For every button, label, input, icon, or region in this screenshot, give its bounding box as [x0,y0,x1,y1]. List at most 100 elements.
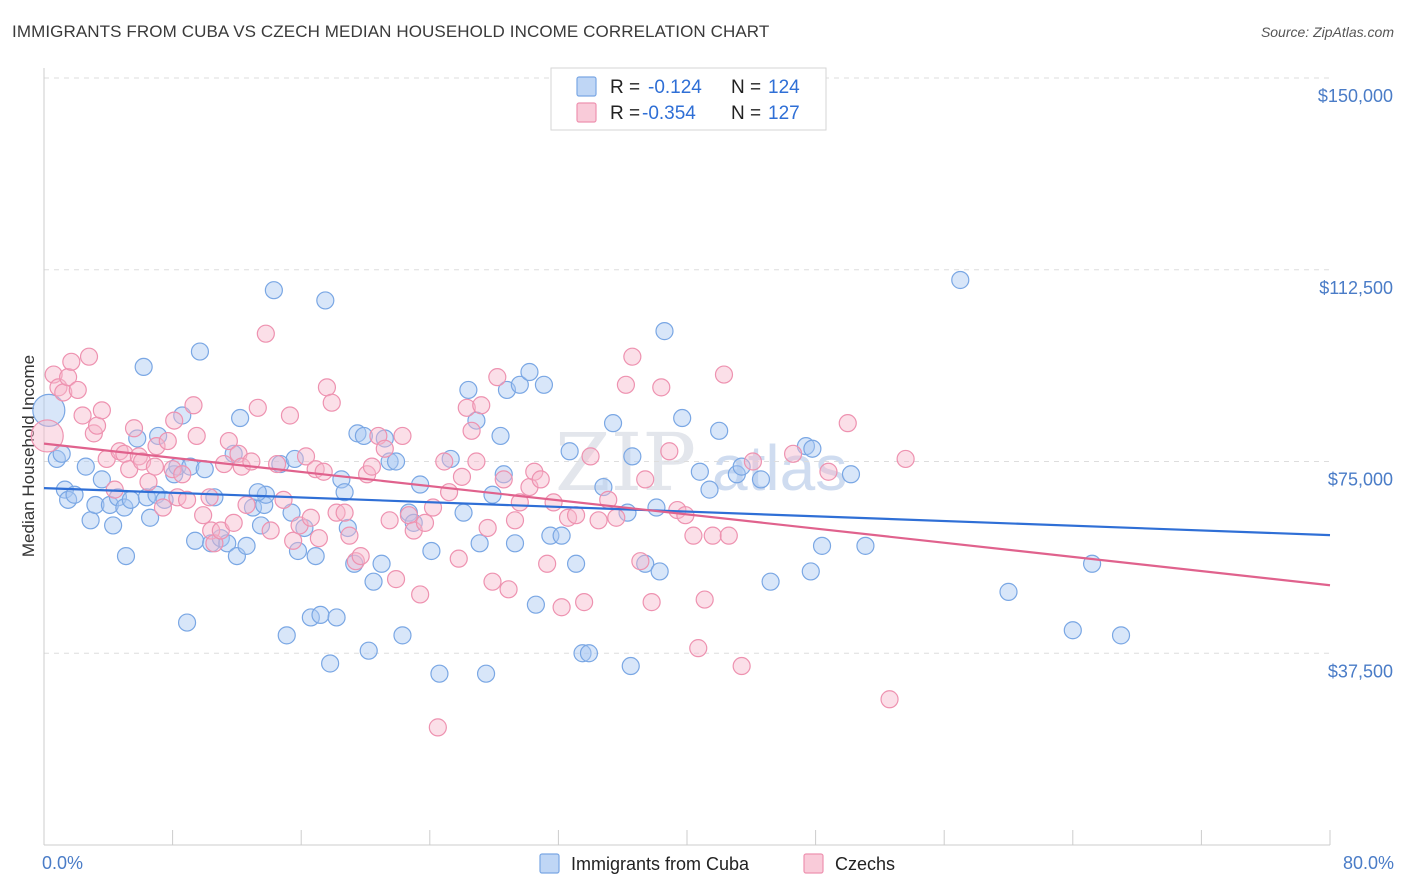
bottom-legend-swatch-cuba [539,853,560,874]
czech-point [386,570,406,589]
czech-point [165,411,184,430]
czech-point [177,490,197,509]
czech-point [411,585,430,604]
czech-point [380,511,399,530]
cuba-point [186,531,205,550]
cuba-point [710,421,729,440]
cuba-point [732,457,751,476]
cuba-point [205,488,224,507]
czech-point [457,398,476,417]
czech-point [92,401,111,420]
czech-trend-line [43,442,1331,587]
cuba-point [812,536,832,555]
cuba-point [526,595,545,614]
cuba-point [190,342,210,361]
czech-point [173,465,192,484]
cuba-point [116,546,136,566]
cuba-point [335,483,354,502]
cuba-point [81,511,100,530]
legend-r-label-czechs: R = [610,103,640,124]
chart-title: IMMIGRANTS FROM CUBA VS CZECH MEDIAN HOU… [12,22,770,41]
czech-point [314,462,333,481]
cuba-point [573,644,592,663]
czech-point [428,718,447,737]
legend-box [550,67,827,131]
czech-point [163,460,182,479]
czech-point [499,580,518,599]
czech-point [623,347,642,366]
czech-point [838,414,857,433]
cuba-point [510,375,529,394]
correlation-legend: R = -0.124 N = 124 R = -0.354 N = 127 [550,67,827,131]
cuba-point [251,516,271,535]
cuba-point [140,508,160,527]
legend-r-label-cuba: R = [610,77,640,98]
czech-point [472,396,491,415]
cuba-point [579,644,599,663]
czech-point [147,437,166,456]
cuba-point [647,498,666,517]
legend-swatch-cuba [576,76,597,97]
czech-point [531,470,550,489]
czech-point [309,529,328,548]
czech-point [449,549,468,568]
legend-n-value-czechs: 127 [768,103,800,124]
bottom-legend-label-cuba: Immigrants from Cuba [571,854,750,874]
czech-point [589,511,608,530]
czech-point [505,511,525,530]
cuba-point [1111,626,1131,645]
cuba-point [636,554,655,573]
czech-point [145,457,165,476]
czech-point [280,406,300,425]
cuba-point [422,541,441,561]
czech-point [714,365,734,384]
czech-point [187,426,206,446]
czech-point [124,419,144,438]
cuba-point [177,613,197,632]
czech-point [153,498,173,517]
czech-point [335,503,354,522]
czech-point [467,452,486,471]
cuba-point [359,641,378,660]
cuba-point [491,426,510,446]
cuba-point [92,470,111,489]
czech-point [340,526,359,545]
x-tick-label-min: 0.0% [42,853,83,873]
cuba-point [552,526,571,545]
czech-point [200,488,219,507]
cuba-point [470,534,489,553]
czech-point [439,483,459,502]
czech-point [68,380,87,400]
czech-point [783,444,803,463]
cuba-point [560,442,579,461]
czech-point [732,656,751,676]
bottom-legend-label-czechs: Czechs [835,854,895,874]
cuba-point [306,546,325,566]
cuba-point [476,664,496,683]
cuba-point [32,393,66,427]
grid [44,77,1330,654]
czech-point [399,506,419,525]
czech-point [743,452,763,471]
cuba-point [264,281,283,300]
y-tick-label: $75,000 [1328,470,1393,490]
y-tick-label: $150,000 [1318,86,1393,106]
czech-point [322,393,341,412]
cuba-point [285,449,304,469]
watermark-zip: ZIP [555,416,696,509]
source-label: Source: ZipAtlas.com [1260,24,1394,40]
cuba-point [603,414,623,433]
cuba-point [393,626,412,645]
cuba-point [76,457,95,476]
cuba-point [372,554,391,573]
cuba-point [534,375,554,394]
czech-point [689,639,708,658]
czech-point [695,590,714,609]
czech-point [30,419,64,453]
cuba-point [128,429,147,448]
y-tick-label: $37,500 [1328,661,1393,681]
czech-point [274,490,293,509]
cuba-point [520,362,539,382]
cuba-point [354,426,373,446]
